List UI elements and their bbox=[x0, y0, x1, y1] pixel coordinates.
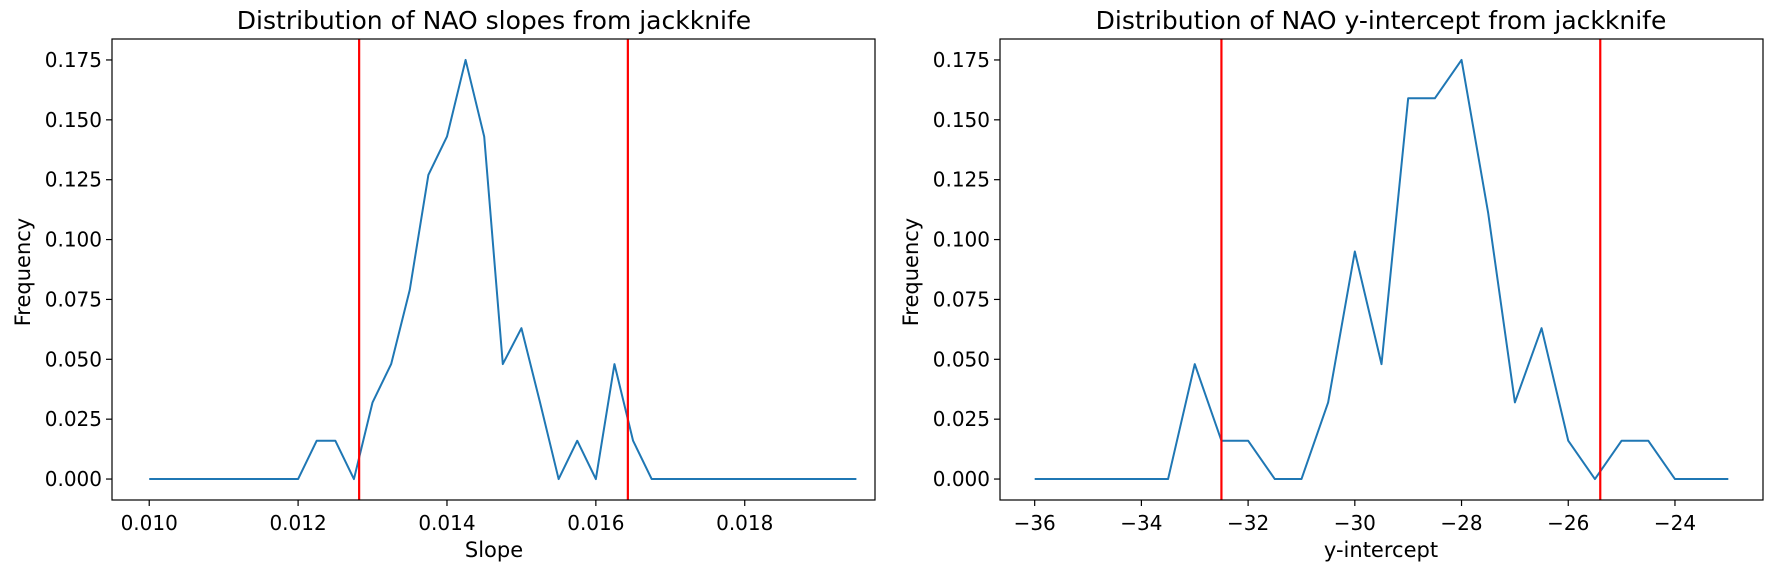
y-axis-label-right: Frequency bbox=[899, 218, 923, 327]
series-line bbox=[1034, 58, 1729, 481]
plot-area-right: 0.000 0.025 0.050 0.075 0.100 0.125 0.150 0.175… bbox=[933, 39, 1729, 535]
y-tick-label: 0.150 bbox=[933, 108, 990, 132]
y-tick-label: 0.100 bbox=[45, 228, 102, 252]
y-tick-label: 0.050 bbox=[933, 347, 990, 371]
series-line bbox=[149, 58, 857, 481]
y-tick-label: 0.075 bbox=[933, 287, 990, 311]
x-axis-label-right: y-intercept bbox=[1324, 538, 1438, 562]
y-tick-label: 0.025 bbox=[933, 407, 990, 431]
y-tick-label: 0.175 bbox=[45, 48, 102, 72]
x-tick-label: −36 bbox=[1014, 511, 1056, 535]
y-tick-label: 0.100 bbox=[933, 228, 990, 252]
y-tick-label: 0.075 bbox=[45, 287, 102, 311]
axes-frame-left bbox=[111, 38, 876, 501]
chart-left: Distribution of NAO slopes from jackknif… bbox=[11, 6, 876, 562]
y-tick-label: 0.000 bbox=[45, 467, 102, 491]
chart-title-left: Distribution of NAO slopes from jackknif… bbox=[237, 6, 751, 35]
chart-right: Distribution of NAO y-intercept from jac… bbox=[899, 6, 1764, 562]
x-tick-label: −32 bbox=[1227, 511, 1269, 535]
y-tick-label: 0.175 bbox=[933, 48, 990, 72]
x-tick-label: 0.012 bbox=[269, 511, 326, 535]
x-tick-label: −28 bbox=[1440, 511, 1482, 535]
axes-frame-right bbox=[999, 38, 1764, 501]
x-tick-label: −24 bbox=[1654, 511, 1696, 535]
y-axis-label-left: Frequency bbox=[11, 218, 35, 327]
y-tick-label: 0.125 bbox=[933, 168, 990, 192]
x-tick-label: 0.016 bbox=[567, 511, 624, 535]
y-tick-label: 0.125 bbox=[45, 168, 102, 192]
x-axis-label-left: Slope bbox=[465, 538, 523, 562]
x-tick-label: −26 bbox=[1547, 511, 1589, 535]
plot-area-left: 0.000 0.025 0.050 0.075 0.100 0.125 0.150 0.175… bbox=[45, 39, 857, 535]
chart-title-right: Distribution of NAO y-intercept from jac… bbox=[1096, 6, 1667, 35]
y-tick-label: 0.150 bbox=[45, 108, 102, 132]
x-tick-label: −34 bbox=[1120, 511, 1162, 535]
y-tick-label: 0.050 bbox=[45, 347, 102, 371]
x-tick-label: 0.014 bbox=[418, 511, 475, 535]
x-tick-label: 0.010 bbox=[121, 511, 178, 535]
y-tick-label: 0.025 bbox=[45, 407, 102, 431]
x-tick-label: 0.018 bbox=[716, 511, 773, 535]
y-tick-label: 0.000 bbox=[933, 467, 990, 491]
x-tick-label: −30 bbox=[1334, 511, 1376, 535]
